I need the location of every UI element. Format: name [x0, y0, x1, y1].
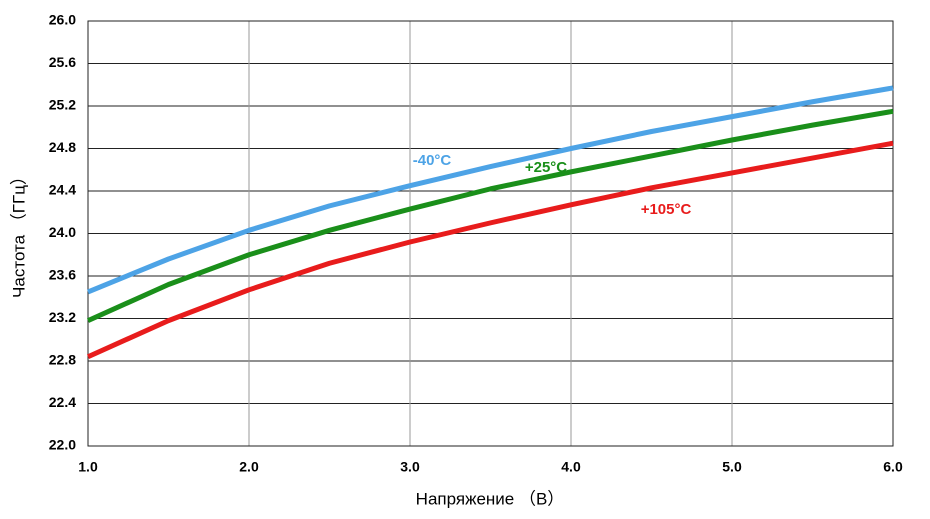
plot-border — [87, 20, 894, 447]
y-tick-label: 24.0 — [49, 224, 76, 240]
series-line — [86, 108, 894, 323]
y-tick-label: 25.2 — [49, 97, 76, 113]
x-tick-label: 4.0 — [561, 459, 581, 475]
y-tick-label: 24.4 — [49, 182, 76, 198]
x-tick-label: 5.0 — [722, 459, 742, 475]
y-tick-label: 23.6 — [49, 267, 76, 283]
y-tick-label: 25.6 — [49, 54, 76, 70]
series-label: +25°C — [525, 159, 567, 176]
series-label: +105°C — [641, 201, 692, 218]
y-tick-label: 26.0 — [49, 12, 76, 28]
x-axis-title: Напряжение （В） — [416, 489, 565, 508]
x-tick-label: 2.0 — [239, 459, 259, 475]
x-tick-label: 1.0 — [78, 459, 98, 475]
series-line — [87, 85, 894, 295]
x-tick-label: 6.0 — [883, 459, 903, 475]
series-label: -40°C — [413, 152, 452, 169]
series-line — [86, 140, 894, 360]
y-tick-label: 24.8 — [49, 139, 76, 155]
x-tick-label: 3.0 — [400, 459, 420, 475]
y-tick-label: 23.2 — [49, 309, 76, 325]
y-tick-label: 22.8 — [49, 352, 76, 368]
y-tick-label: 22.0 — [49, 437, 76, 453]
y-axis-title: Частота （ГГц） — [9, 168, 28, 298]
y-tick-label: 22.4 — [49, 394, 76, 410]
